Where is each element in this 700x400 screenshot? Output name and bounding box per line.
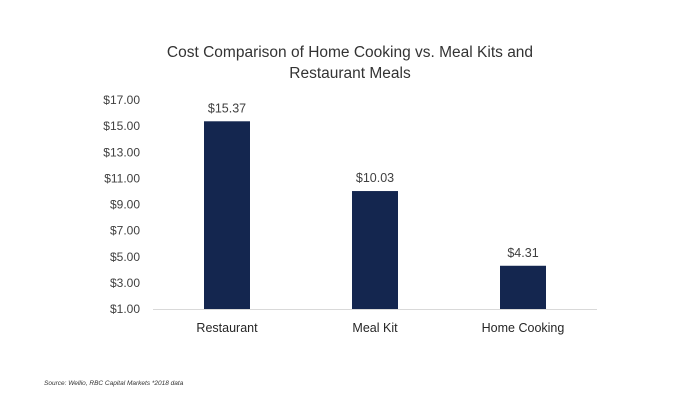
y-tick-label: $13.00 [103,145,140,159]
bar [204,121,250,310]
data-label: $10.03 [356,171,394,185]
y-tick-label: $11.00 [104,171,140,185]
bar [500,265,546,309]
chart-title-line-1: Cost Comparison of Home Cooking vs. Meal… [166,44,534,61]
y-tick-label: $9.00 [110,198,140,212]
data-label: $15.37 [208,101,246,115]
y-tick-label: $17.00 [103,93,140,107]
chart-title-line-2: Restaurant Meals [289,65,411,82]
source-note: Source: Wellio, RBC Capital Markets *201… [44,380,184,387]
category-label: Meal Kit [352,321,398,335]
category-label: Home Cooking [482,321,565,335]
y-tick-label: $7.00 [110,224,140,238]
category-label: Restaurant [196,321,258,335]
data-label: $4.31 [507,246,538,260]
y-tick-label: $3.00 [110,276,140,290]
bar [352,191,398,309]
y-tick-label: $15.00 [103,119,140,133]
y-tick-label: $1.00 [110,302,140,316]
y-tick-label: $5.00 [110,250,140,264]
chart-title: Cost Comparison of Home Cooking vs. Meal… [0,42,700,84]
